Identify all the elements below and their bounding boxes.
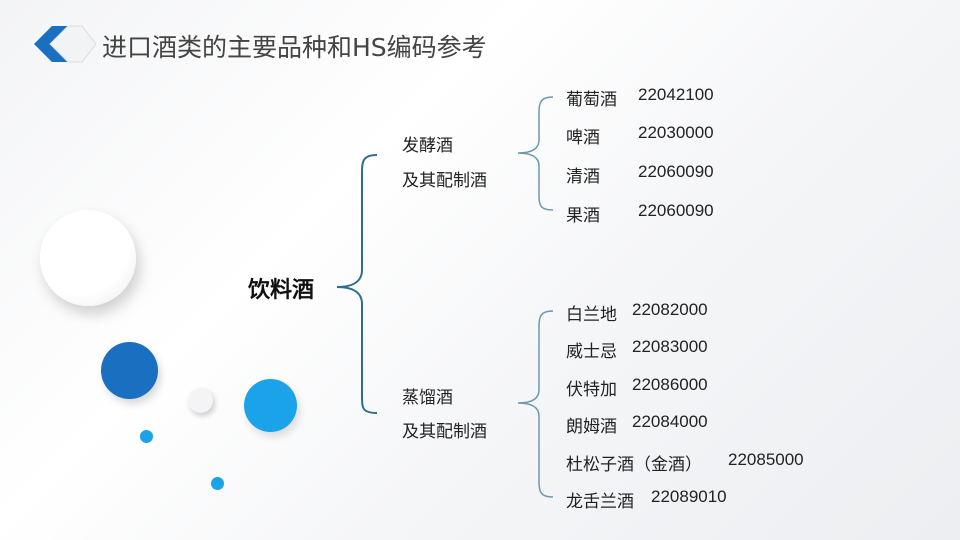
list-item-code: 22084000 (632, 412, 708, 431)
list-item-name: 杜松子酒（金酒） (566, 455, 702, 475)
list-item-name: 果酒 (566, 206, 600, 226)
list-item-name: 葡萄酒 (566, 90, 617, 110)
group1-label-line2: 及其配制酒 (402, 171, 487, 191)
list-item-code: 22042100 (638, 85, 714, 104)
list-item-name: 白兰地 (566, 305, 617, 325)
title-chevron-logo-icon (34, 25, 96, 63)
list-item-name: 伏特加 (566, 380, 617, 400)
root-brace (336, 154, 378, 414)
group1-label-line1: 发酵酒 (402, 136, 453, 156)
list-item-code: 22030000 (638, 123, 714, 142)
group2-label-line2: 及其配制酒 (402, 422, 487, 442)
list-item-name: 啤酒 (566, 128, 600, 148)
list-item-code: 22060090 (638, 201, 714, 220)
list-item-code: 22086000 (632, 375, 708, 394)
decorative-dot (211, 477, 224, 490)
group1-brace (517, 96, 554, 211)
decorative-dot (140, 430, 153, 443)
decorative-white-circle (40, 210, 136, 306)
page-title: 进口酒类的主要品种和HS编码参考 (102, 33, 487, 62)
list-item-name: 清酒 (566, 167, 600, 187)
list-item-code: 22085000 (728, 450, 804, 469)
list-item-name: 朗姆酒 (566, 417, 617, 437)
list-item-code: 22060090 (638, 162, 714, 181)
list-item-code: 22082000 (632, 300, 708, 319)
list-item-name: 威士忌 (566, 342, 617, 362)
list-item-name: 龙舌兰酒 (566, 492, 634, 512)
list-item-code: 22083000 (632, 337, 708, 356)
decorative-small-white-circle (188, 388, 213, 413)
decorative-blue-circle (101, 342, 158, 399)
decorative-light-blue-circle (244, 379, 297, 432)
root-node: 饮料酒 (248, 278, 315, 303)
list-item-code: 22089010 (651, 487, 727, 506)
group2-label-line1: 蒸馏酒 (402, 388, 453, 408)
group2-brace (517, 310, 554, 498)
